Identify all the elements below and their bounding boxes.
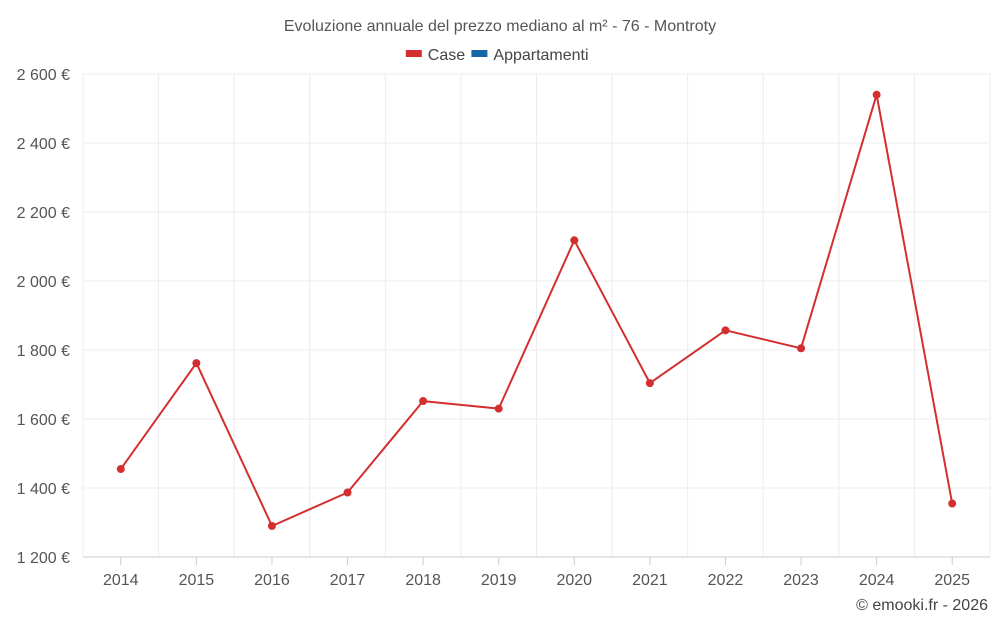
- y-tick-label: 2 200 €: [17, 205, 70, 222]
- data-point[interactable]: [419, 397, 428, 406]
- data-point[interactable]: [192, 359, 201, 368]
- data-point[interactable]: [645, 379, 654, 388]
- series-line: [119, 93, 954, 527]
- legend-label: Case: [428, 47, 465, 64]
- x-tick-label: 2022: [708, 572, 744, 589]
- y-tick-label: 1 600 €: [17, 412, 70, 429]
- x-tick-label: 2014: [103, 572, 139, 589]
- series-layer: [116, 90, 957, 530]
- x-tick-label: 2018: [405, 572, 441, 589]
- y-axis: 1 200 € 1 400 € 1 600 € 1 800 € 2 000 € 2 200…: [17, 67, 70, 567]
- legend-item[interactable]: Case: [405, 47, 465, 64]
- x-tick-label: 2020: [556, 572, 592, 589]
- x-tick-label: 2021: [632, 572, 668, 589]
- x-tick-label: 2019: [481, 572, 517, 589]
- legend-swatch: [405, 50, 422, 57]
- data-point[interactable]: [948, 499, 957, 508]
- y-tick-label: 1 800 €: [17, 343, 70, 360]
- data-point[interactable]: [797, 344, 806, 353]
- grid: [82, 73, 991, 557]
- x-tick-label: 2016: [254, 572, 290, 589]
- x-tick-label: 2015: [179, 572, 215, 589]
- y-tick-label: 2 000 €: [17, 274, 70, 291]
- legend-label: Appartamenti: [493, 47, 588, 64]
- x-tick-label: 2025: [934, 572, 970, 589]
- y-tick-label: 2 400 €: [17, 136, 70, 153]
- chart-title: Evoluzione annuale del prezzo mediano al…: [284, 18, 716, 35]
- data-point[interactable]: [721, 326, 730, 335]
- legend-swatch: [471, 50, 488, 57]
- y-tick-label: 2 600 €: [17, 67, 70, 84]
- data-point[interactable]: [343, 488, 352, 497]
- data-point[interactable]: [116, 465, 125, 474]
- data-point[interactable]: [267, 521, 276, 530]
- legend-item[interactable]: Appartamenti: [471, 47, 589, 64]
- x-tick-label: 2023: [783, 572, 819, 589]
- x-tick-label: 2024: [859, 572, 895, 589]
- y-tick-label: 1 400 €: [17, 481, 70, 498]
- data-point[interactable]: [570, 236, 579, 245]
- credit-text: © emooki.fr - 2026: [856, 597, 988, 614]
- x-tick-label: 2017: [330, 572, 366, 589]
- y-tick-label: 1 200 €: [17, 550, 70, 567]
- legend: Case Appartamenti: [405, 47, 589, 64]
- data-point[interactable]: [494, 404, 503, 413]
- data-point[interactable]: [872, 90, 881, 99]
- x-axis: 2014 2015 2016 2017 2018 2019 2020 2021 2022 2023…: [83, 556, 990, 589]
